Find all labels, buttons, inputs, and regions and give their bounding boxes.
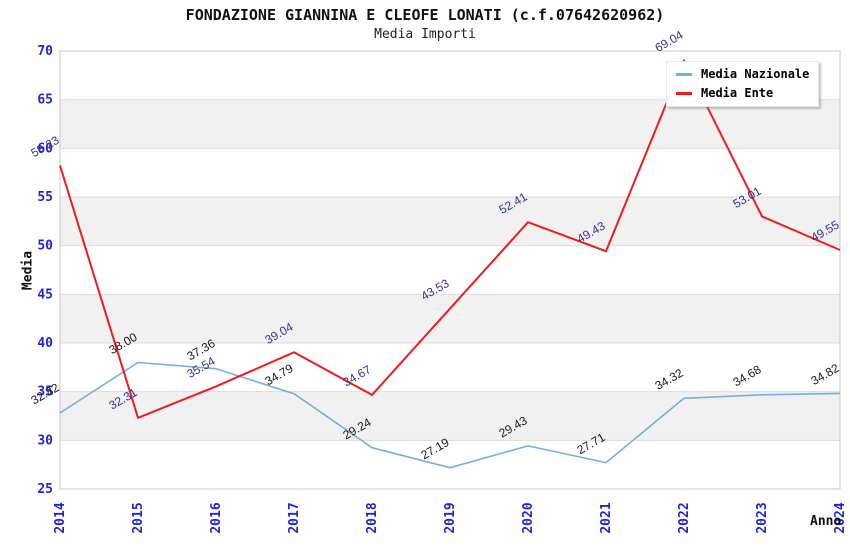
plot-band [60,440,840,489]
x-tick-label: 2020 [521,502,536,533]
x-tick-label: 2017 [287,502,302,533]
x-tick-label: 2022 [677,502,692,533]
y-tick-label: 65 [37,93,53,108]
y-tick-label: 55 [37,190,53,205]
x-tick-label: 2014 [53,502,68,533]
y-tick-label: 50 [37,239,53,254]
chart-title: FONDAZIONE GIANNINA E CLEOFE LONATI (c.f… [185,6,665,24]
x-tick-label: 2023 [755,502,770,533]
legend: Media Nazionale Media Ente [666,61,820,107]
y-tick-label: 35 [37,385,53,400]
y-tick-label: 30 [37,433,53,448]
x-tick-label: 2024 [833,502,848,533]
chart-subtitle: Media Importi [374,27,476,42]
legend-label-media-nazionale: Media Nazionale [701,67,810,81]
media-nazionale-line-swatch-icon [676,72,692,76]
plot-band [60,99,840,149]
y-tick-label: 70 [37,44,53,59]
legend-item-media-nazionale: Media Nazionale [676,67,809,81]
series-line-media-nazionale [59,361,841,469]
x-tick-label: 2019 [443,502,458,533]
series-line-media-ente [59,59,841,419]
y-axis-title: Media [20,250,36,291]
plot-band [60,148,840,197]
x-axis-title: Anno [810,514,842,529]
y-tick-label: 25 [37,482,53,497]
plot-frame [59,50,841,490]
x-tick-label: 2016 [209,502,224,533]
plot-band [60,343,840,392]
plot-band [60,391,840,441]
plot-band [60,245,840,295]
media-ente-line-swatch-icon [676,91,692,95]
y-tick-label: 60 [37,141,53,156]
plot-band [60,197,840,246]
legend-label-media-ente: Media Ente [701,86,774,100]
x-tick-label: 2018 [365,502,380,533]
y-tick-label: 40 [37,336,53,351]
y-tick-label: 45 [37,287,53,302]
plot-band [60,294,840,343]
x-tick-label: 2021 [599,502,614,533]
legend-item-media-ente: Media Ente [676,86,809,100]
x-tick-label: 2015 [131,502,146,533]
